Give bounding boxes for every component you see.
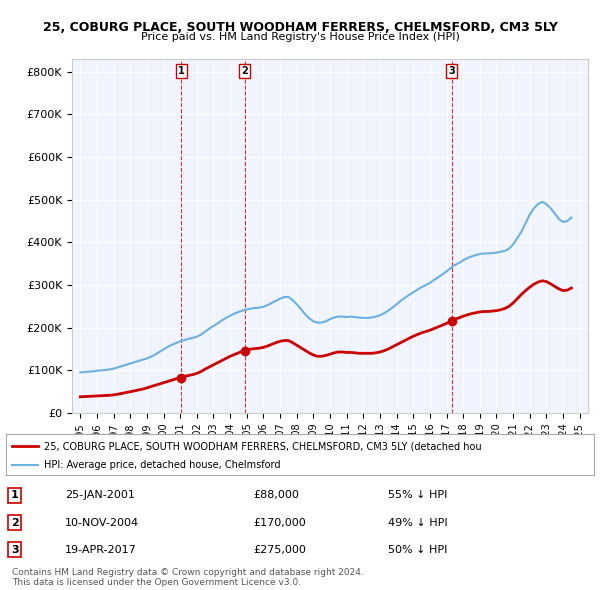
Text: 25, COBURG PLACE, SOUTH WOODHAM FERRERS, CHELMSFORD, CM3 5LY: 25, COBURG PLACE, SOUTH WOODHAM FERRERS,…: [43, 21, 557, 34]
Text: 49% ↓ HPI: 49% ↓ HPI: [388, 517, 448, 527]
Text: 55% ↓ HPI: 55% ↓ HPI: [388, 490, 448, 500]
Text: 25, COBURG PLACE, SOUTH WOODHAM FERRERS, CHELMSFORD, CM3 5LY (detached hou: 25, COBURG PLACE, SOUTH WOODHAM FERRERS,…: [44, 441, 482, 451]
Text: 3: 3: [11, 545, 19, 555]
Text: 1: 1: [11, 490, 19, 500]
Text: Price paid vs. HM Land Registry's House Price Index (HPI): Price paid vs. HM Land Registry's House …: [140, 32, 460, 42]
Text: 2: 2: [241, 66, 248, 76]
Text: 3: 3: [448, 66, 455, 76]
Text: 25-JAN-2001: 25-JAN-2001: [65, 490, 134, 500]
Text: HPI: Average price, detached house, Chelmsford: HPI: Average price, detached house, Chel…: [44, 460, 281, 470]
Text: 10-NOV-2004: 10-NOV-2004: [65, 517, 139, 527]
Text: 50% ↓ HPI: 50% ↓ HPI: [388, 545, 448, 555]
Text: 19-APR-2017: 19-APR-2017: [65, 545, 137, 555]
Text: £170,000: £170,000: [253, 517, 306, 527]
Text: £275,000: £275,000: [253, 545, 306, 555]
Text: 2: 2: [11, 517, 19, 527]
Text: 1: 1: [178, 66, 185, 76]
Text: This data is licensed under the Open Government Licence v3.0.: This data is licensed under the Open Gov…: [12, 578, 301, 587]
Text: £88,000: £88,000: [253, 490, 299, 500]
Text: Contains HM Land Registry data © Crown copyright and database right 2024.: Contains HM Land Registry data © Crown c…: [12, 568, 364, 576]
